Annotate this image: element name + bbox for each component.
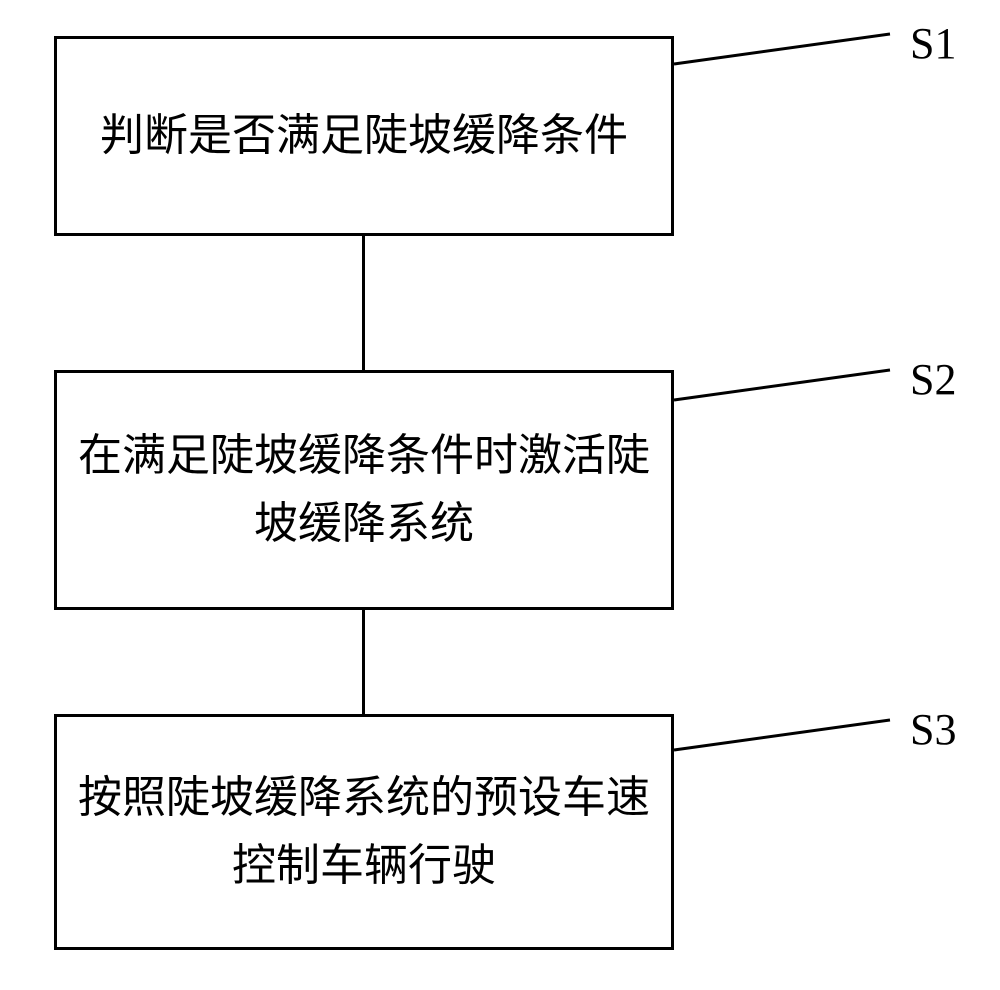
label-line-s3 (674, 720, 890, 750)
step-label-text-s2: S2 (910, 355, 956, 404)
connector-s1-s2 (362, 236, 365, 370)
label-line-s1 (674, 34, 890, 64)
step-label-s2: S2 (910, 354, 956, 405)
step-label-s3: S3 (910, 704, 956, 755)
flowchart-container: 判断是否满足陡坡缓降条件 在满足陡坡缓降条件时激活陡坡缓降系统 按照陡坡缓降系统… (0, 0, 1000, 990)
step-box-s2: 在满足陡坡缓降条件时激活陡坡缓降系统 (54, 370, 674, 610)
connector-s2-s3 (362, 610, 365, 714)
step-text-s1: 判断是否满足陡坡缓降条件 (100, 102, 628, 170)
step-label-text-s1: S1 (910, 19, 956, 68)
label-line-s2 (674, 370, 890, 400)
step-label-s1: S1 (910, 18, 956, 69)
step-box-s1: 判断是否满足陡坡缓降条件 (54, 36, 674, 236)
step-box-s3: 按照陡坡缓降系统的预设车速控制车辆行驶 (54, 714, 674, 950)
step-text-s2: 在满足陡坡缓降条件时激活陡坡缓降系统 (77, 422, 651, 558)
step-text-s3: 按照陡坡缓降系统的预设车速控制车辆行驶 (77, 764, 651, 900)
step-label-text-s3: S3 (910, 705, 956, 754)
